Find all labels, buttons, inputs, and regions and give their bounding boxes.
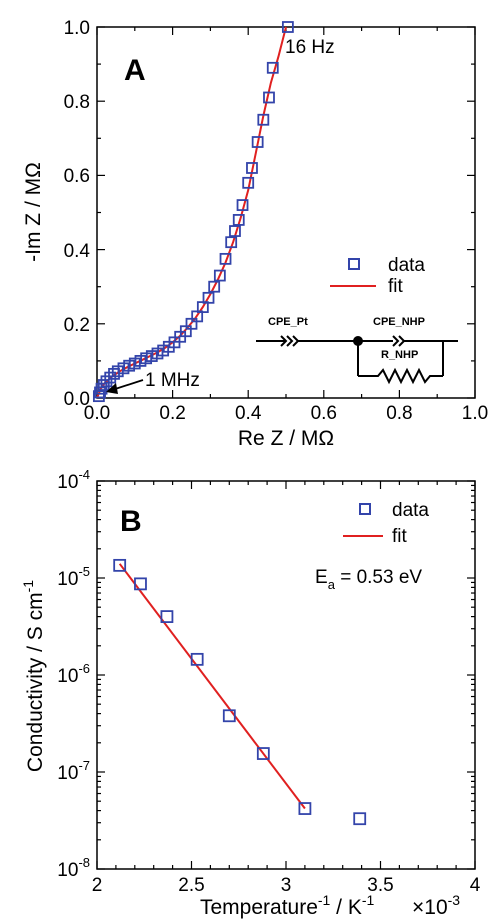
panel-a-y-axis-label: -Im Z / MΩ xyxy=(22,162,45,262)
panel-a-x-tick-label: 0.2 xyxy=(159,403,185,424)
panel-b-y-axis-label: Conductivity / S cm-1 xyxy=(20,580,47,772)
panel-b-x-tick-label: 2.5 xyxy=(178,875,204,896)
data-point xyxy=(298,802,312,815)
panel-b-x-tick-label: 3.5 xyxy=(367,875,393,896)
data-point xyxy=(251,136,264,148)
circuit-label-r-nhp: R_NHP xyxy=(381,349,418,361)
panel-a: A 0.0 0.2 0.4 0.6 0.8 1.0 0.0 0.2 0.4 0.… xyxy=(22,18,488,450)
panel-a-legend-data-label: data xyxy=(388,255,425,276)
data-point xyxy=(266,61,279,74)
panel-a-y-tick-label: 0.0 xyxy=(64,389,90,410)
circuit-label-cpe-nhp: CPE_NHP xyxy=(373,316,425,328)
data-point xyxy=(213,269,226,282)
panel-b-x-axis-multiplier: ×10-3 xyxy=(412,892,460,919)
data-point xyxy=(94,386,106,399)
panel-b-y-tick-marks xyxy=(97,480,475,870)
panel-a-y-tick-label: 0.6 xyxy=(64,166,90,187)
panel-b-y-tick-label: 10-5 xyxy=(57,564,90,590)
data-point xyxy=(225,236,238,249)
data-point xyxy=(353,812,367,826)
panel-b-x-axis-label: Temperature-1 / K-1 xyxy=(200,892,375,919)
data-point xyxy=(202,291,215,304)
panel-a-legend-data-marker xyxy=(348,258,360,270)
panel-b-x-tick-marks xyxy=(96,481,476,869)
panel-a-x-tick-label: 0.6 xyxy=(311,403,337,424)
annotation-1mhz: 1 MHz xyxy=(145,370,200,391)
panel-a-x-tick-label: 0.0 xyxy=(84,403,110,424)
panel-b-x-tick-label: 2 xyxy=(92,875,103,896)
annotation-arrowhead xyxy=(106,383,118,394)
panel-b-legend-data-marker xyxy=(359,503,371,515)
data-point xyxy=(190,652,204,666)
cpe-nhp-symbol xyxy=(398,335,406,347)
panel-b-label: B xyxy=(120,505,142,538)
data-point xyxy=(236,199,249,211)
data-point xyxy=(97,379,110,391)
panel-a-y-tick-marks xyxy=(97,26,475,399)
data-point xyxy=(92,390,105,403)
panel-a-y-tick-label: 0.8 xyxy=(64,92,90,113)
panel-b-plot-area xyxy=(113,558,367,826)
data-point xyxy=(256,747,270,760)
panel-b-y-tick-label: 10-4 xyxy=(57,467,90,493)
data-point xyxy=(208,280,221,293)
panel-b-legend-data-label: data xyxy=(392,500,429,521)
data-point xyxy=(232,214,245,226)
panel-a-y-tick-label: 0.4 xyxy=(64,241,91,262)
panel-b-legend-fit-label: fit xyxy=(392,526,408,547)
panel-a-x-tick-label: 0.4 xyxy=(235,403,262,424)
data-point xyxy=(242,176,255,189)
panel-a-label: A xyxy=(124,54,146,87)
data-point xyxy=(257,113,270,126)
data-point xyxy=(263,91,275,104)
circuit-label-cpe-pt: CPE_Pt xyxy=(268,316,308,328)
panel-b-y-tick-label: 10-6 xyxy=(57,661,90,687)
resistor-symbol xyxy=(358,367,443,385)
panel-b-y-tick-label: 10-8 xyxy=(57,855,90,881)
cpe-pt-symbol xyxy=(292,335,300,347)
cpe-nhp-symbol xyxy=(392,335,400,347)
cpe-pt-symbol xyxy=(286,335,294,347)
data-point xyxy=(160,610,174,624)
annotation-arrow xyxy=(111,379,144,391)
panel-a-legend-fit-label: fit xyxy=(388,276,404,297)
data-point xyxy=(104,371,117,384)
data-point xyxy=(229,225,241,237)
panel-a-x-tick-label: 1.0 xyxy=(462,403,488,424)
equivalent-circuit: CPE_Pt CPE_NHP R_NHP xyxy=(256,316,458,385)
circuit-arrowhead xyxy=(280,335,288,347)
data-point xyxy=(246,162,258,174)
data-point xyxy=(222,709,236,723)
panel-a-y-tick-label: 1.0 xyxy=(64,18,90,39)
data-point xyxy=(134,577,147,591)
panel-a-plot-area xyxy=(92,21,294,403)
fit-line xyxy=(118,563,306,810)
data-point xyxy=(113,558,127,572)
data-point xyxy=(219,252,232,265)
annotation-16hz: 16 Hz xyxy=(285,37,335,58)
activation-energy-annotation: Ea = 0.53 eV xyxy=(315,567,422,592)
data-point xyxy=(100,375,113,388)
panel-a-x-axis-label: Re Z / MΩ xyxy=(238,427,334,450)
panel-b-x-tick-label: 3 xyxy=(281,875,292,896)
panel-b-x-tick-label: 4 xyxy=(470,875,481,896)
panel-b: B 2 2.5 3 3.5 4 10-4 10-5 10-6 10-7 10-8… xyxy=(20,467,481,919)
data-point xyxy=(281,21,294,33)
panel-b-y-tick-label: 10-7 xyxy=(57,758,90,784)
panel-a-x-tick-label: 0.8 xyxy=(386,403,412,424)
panel-a-y-tick-label: 0.2 xyxy=(64,315,90,336)
panel-b-frame xyxy=(96,480,476,870)
